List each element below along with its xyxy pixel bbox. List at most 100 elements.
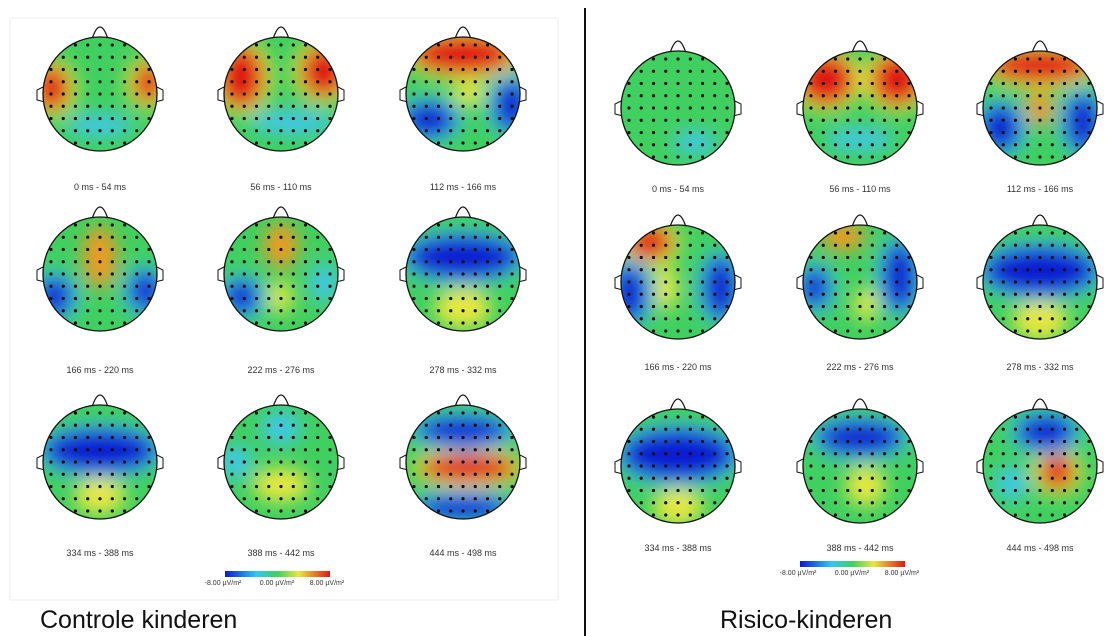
electrode bbox=[989, 256, 992, 259]
electrode bbox=[304, 56, 307, 59]
electrode bbox=[1075, 428, 1078, 431]
electrode bbox=[895, 317, 898, 320]
blob bbox=[817, 420, 903, 454]
electrode bbox=[676, 513, 679, 516]
electrode bbox=[689, 82, 692, 85]
electrode bbox=[676, 428, 679, 431]
electrode bbox=[123, 68, 126, 71]
electrode bbox=[49, 460, 52, 463]
electrode bbox=[1002, 256, 1005, 259]
electrode bbox=[86, 236, 89, 239]
electrode bbox=[1014, 440, 1017, 443]
electrode bbox=[834, 106, 837, 109]
topomap bbox=[972, 41, 1109, 165]
electrode bbox=[437, 248, 440, 251]
electrode bbox=[689, 131, 692, 134]
electrode bbox=[834, 70, 837, 73]
electrode bbox=[895, 268, 898, 271]
electrode bbox=[989, 440, 992, 443]
electrode bbox=[1087, 440, 1090, 443]
electrode bbox=[907, 452, 910, 455]
electrode bbox=[279, 248, 282, 251]
electrode bbox=[627, 82, 630, 85]
electrode bbox=[652, 131, 655, 134]
electrode bbox=[822, 70, 825, 73]
electrode bbox=[640, 82, 643, 85]
electrode bbox=[1038, 305, 1041, 308]
electrode bbox=[1002, 477, 1005, 480]
electrode bbox=[989, 305, 992, 308]
electrode bbox=[1026, 317, 1029, 320]
electrode bbox=[652, 57, 655, 60]
electrode bbox=[1087, 489, 1090, 492]
electrode bbox=[62, 473, 65, 476]
electrode bbox=[74, 56, 77, 59]
electrode bbox=[895, 131, 898, 134]
electrode bbox=[292, 285, 295, 288]
electrode bbox=[883, 477, 886, 480]
electrode bbox=[123, 43, 126, 46]
electrode bbox=[627, 256, 630, 259]
electrode bbox=[871, 256, 874, 259]
electrode bbox=[1051, 268, 1054, 271]
electrode bbox=[328, 117, 331, 120]
electrode bbox=[243, 297, 246, 300]
electrode bbox=[316, 473, 319, 476]
electrode bbox=[1014, 415, 1017, 418]
electrode bbox=[49, 485, 52, 488]
electrode bbox=[267, 236, 270, 239]
electrode bbox=[123, 223, 126, 226]
electrode bbox=[701, 268, 704, 271]
electrode bbox=[846, 268, 849, 271]
electrode bbox=[437, 411, 440, 414]
electrode bbox=[498, 473, 501, 476]
electrode bbox=[255, 272, 258, 275]
electrode bbox=[98, 497, 101, 500]
electrode bbox=[498, 285, 501, 288]
electrode bbox=[1026, 70, 1029, 73]
electrode bbox=[304, 92, 307, 95]
electrode bbox=[49, 285, 52, 288]
electrode bbox=[98, 223, 101, 226]
electrode bbox=[111, 509, 114, 512]
electrode bbox=[809, 131, 812, 134]
electrode bbox=[304, 272, 307, 275]
electrode bbox=[267, 424, 270, 427]
electrode bbox=[1063, 329, 1066, 332]
electrode bbox=[1014, 428, 1017, 431]
electrode bbox=[713, 477, 716, 480]
electrode bbox=[474, 236, 477, 239]
electrode bbox=[292, 509, 295, 512]
electrode bbox=[1002, 70, 1005, 73]
electrode bbox=[627, 106, 630, 109]
electrode bbox=[437, 272, 440, 275]
electrode bbox=[412, 485, 415, 488]
electrode bbox=[858, 513, 861, 516]
electrode bbox=[425, 92, 428, 95]
electrode bbox=[243, 117, 246, 120]
electrode bbox=[86, 436, 89, 439]
electrode bbox=[1075, 280, 1078, 283]
electrode bbox=[883, 231, 886, 234]
electrode bbox=[689, 501, 692, 504]
electrode bbox=[1002, 143, 1005, 146]
electrode bbox=[627, 477, 630, 480]
electrode bbox=[74, 473, 77, 476]
electrode bbox=[713, 440, 716, 443]
electrode bbox=[701, 440, 704, 443]
electrode bbox=[279, 509, 282, 512]
electrode bbox=[123, 117, 126, 120]
electrode bbox=[883, 464, 886, 467]
electrode bbox=[664, 268, 667, 271]
electrode bbox=[1075, 119, 1078, 122]
electrode bbox=[461, 117, 464, 120]
electrode bbox=[858, 70, 861, 73]
electrode bbox=[135, 129, 138, 132]
electrode bbox=[1038, 143, 1041, 146]
electrode bbox=[907, 305, 910, 308]
electrode bbox=[498, 105, 501, 108]
electrode bbox=[822, 94, 825, 97]
electrode bbox=[895, 428, 898, 431]
electrode bbox=[437, 448, 440, 451]
electrode bbox=[652, 464, 655, 467]
